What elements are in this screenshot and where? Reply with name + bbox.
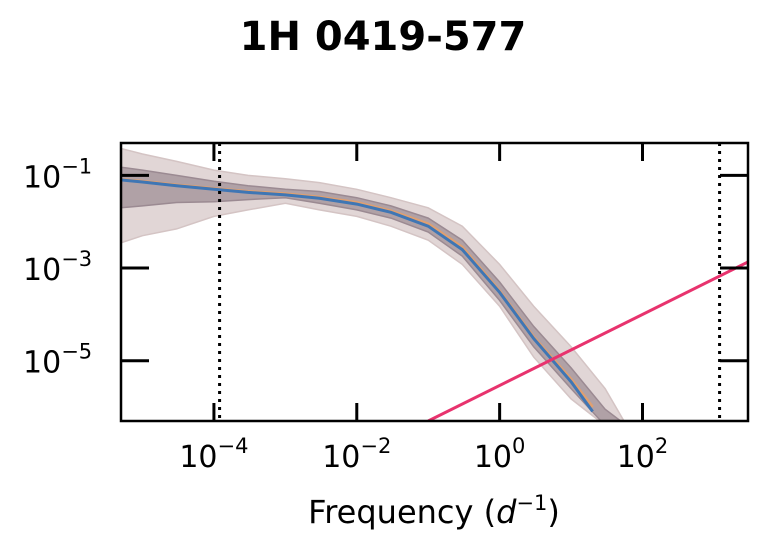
y-tick-label-1: 10−1: [23, 154, 92, 195]
x-axis-label: Frequency (d−1): [308, 491, 560, 531]
x-tick-label-3: 100: [474, 434, 526, 475]
x-tick-label-2: 10−2: [322, 434, 391, 475]
y-tick-label-2: 10−3: [23, 247, 92, 288]
x-tick-label-1: 10−4: [179, 434, 248, 475]
y-tick-label-3: 10−5: [23, 340, 92, 381]
x-tick-label-4: 102: [617, 434, 669, 475]
